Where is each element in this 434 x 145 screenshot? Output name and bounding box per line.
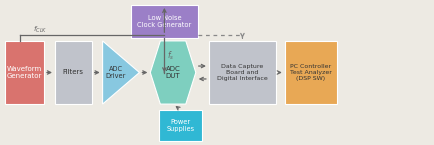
Text: PC Controller
Test Analyzer
(DSP SW): PC Controller Test Analyzer (DSP SW) [289, 64, 331, 81]
Text: Data Capture
Board and
Digital Interface: Data Capture Board and Digital Interface [217, 64, 267, 81]
FancyBboxPatch shape [55, 41, 92, 104]
Polygon shape [150, 41, 195, 104]
Text: $f_s$: $f_s$ [166, 49, 174, 62]
Text: Low Noise
Clock Generator: Low Noise Clock Generator [137, 15, 191, 28]
FancyBboxPatch shape [5, 41, 44, 104]
Text: Filters: Filters [62, 69, 84, 76]
Polygon shape [102, 41, 139, 104]
FancyBboxPatch shape [158, 110, 202, 141]
FancyBboxPatch shape [131, 5, 197, 38]
Text: ADC
DUT: ADC DUT [165, 66, 180, 79]
Text: ADC
Driver: ADC Driver [105, 66, 126, 79]
FancyBboxPatch shape [284, 41, 336, 104]
Text: Power
Supplies: Power Supplies [166, 119, 194, 132]
Text: Waveform
Generator: Waveform Generator [7, 66, 42, 79]
FancyBboxPatch shape [208, 41, 276, 104]
Text: $f_{CLK}$: $f_{CLK}$ [33, 25, 48, 35]
